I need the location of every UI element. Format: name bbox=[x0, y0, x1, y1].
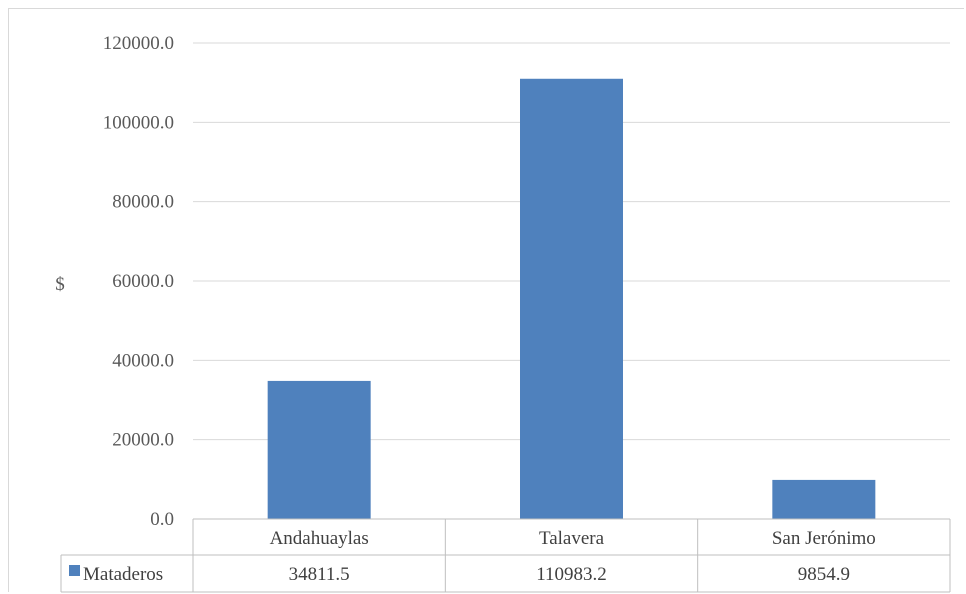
value-cell: 110983.2 bbox=[536, 564, 607, 585]
y-tick-label: 120000.0 bbox=[103, 33, 174, 54]
bar-talavera bbox=[520, 78, 623, 520]
category-label: Talavera bbox=[539, 528, 605, 549]
y-tick-label: 60000.0 bbox=[112, 271, 174, 292]
chart-frame bbox=[8, 8, 964, 592]
y-tick-label: 20000.0 bbox=[112, 430, 174, 451]
bar-andahuaylas bbox=[267, 380, 371, 519]
y-axis-ticks: 0.0 20000.0 40000.0 60000.0 80000.0 100000.0 1… bbox=[103, 33, 174, 530]
category-label: Andahuaylas bbox=[270, 528, 369, 549]
legend-series-name: Mataderos bbox=[83, 564, 163, 585]
y-tick-label: 40000.0 bbox=[112, 350, 174, 371]
y-axis-label: $ bbox=[55, 274, 65, 295]
y-tick-label: 100000.0 bbox=[103, 112, 174, 133]
category-label: San Jerónimo bbox=[772, 528, 876, 549]
value-cell: 34811.5 bbox=[289, 564, 350, 585]
data-table: Andahuaylas 34811.5 Talavera 110983.2 San Je… bbox=[60, 518, 951, 593]
bars bbox=[267, 78, 876, 520]
value-cell: 9854.9 bbox=[798, 564, 850, 585]
bar-san-jer-nimo bbox=[772, 479, 876, 519]
y-tick-label: 80000.0 bbox=[112, 192, 174, 213]
legend-swatch bbox=[69, 565, 80, 576]
y-tick-label: 0.0 bbox=[150, 509, 174, 530]
